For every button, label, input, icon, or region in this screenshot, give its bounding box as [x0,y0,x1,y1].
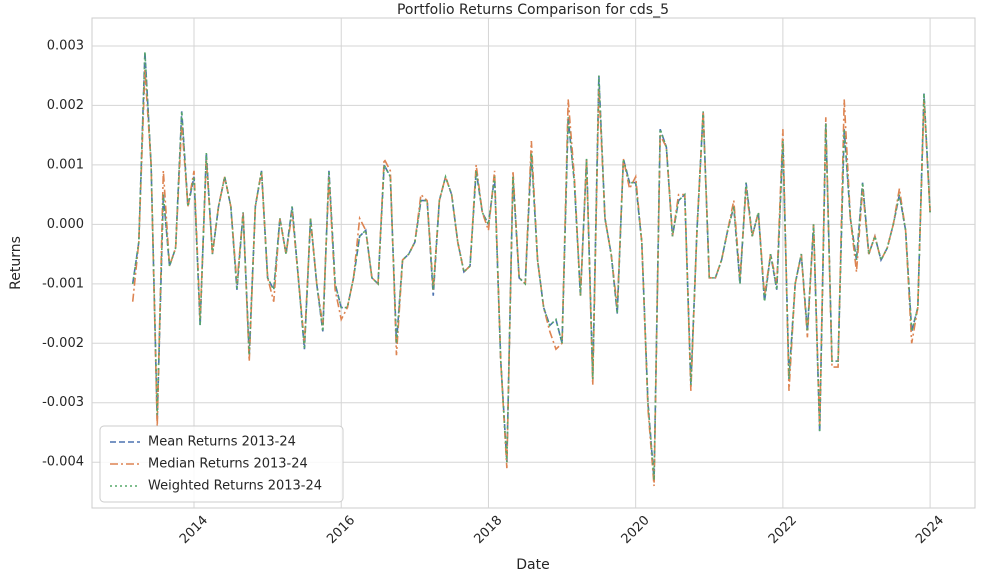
x-tick-label: 2016 [324,513,358,547]
legend-label: Mean Returns 2013-24 [148,435,296,450]
x-axis-label: Date [516,557,549,573]
y-tick-label: -0.004 [42,455,84,470]
legend-box [99,425,344,503]
x-tick-label: 2020 [619,513,653,547]
y-tick-label: 0.003 [47,38,84,53]
x-tick-label: 2014 [177,513,211,547]
y-tick-label: 0.001 [47,157,84,172]
y-tick-label: -0.001 [42,276,84,291]
y-tick-label: -0.002 [42,336,84,351]
y-tick-label: -0.003 [42,395,84,410]
x-tick-label: 2018 [471,513,505,547]
y-axis-label: Returns [8,236,24,290]
legend-label: Weighted Returns 2013-24 [148,479,322,494]
series-line [131,51,931,481]
y-tick-label: 0.000 [47,217,84,232]
x-tick-label: 2024 [913,513,947,547]
x-tick-label: 2022 [766,513,800,547]
y-tick-label: 0.002 [47,98,84,113]
legend-label: Median Returns 2013-24 [148,457,308,472]
chart-title: Portfolio Returns Comparison for cds_5 [397,2,669,18]
